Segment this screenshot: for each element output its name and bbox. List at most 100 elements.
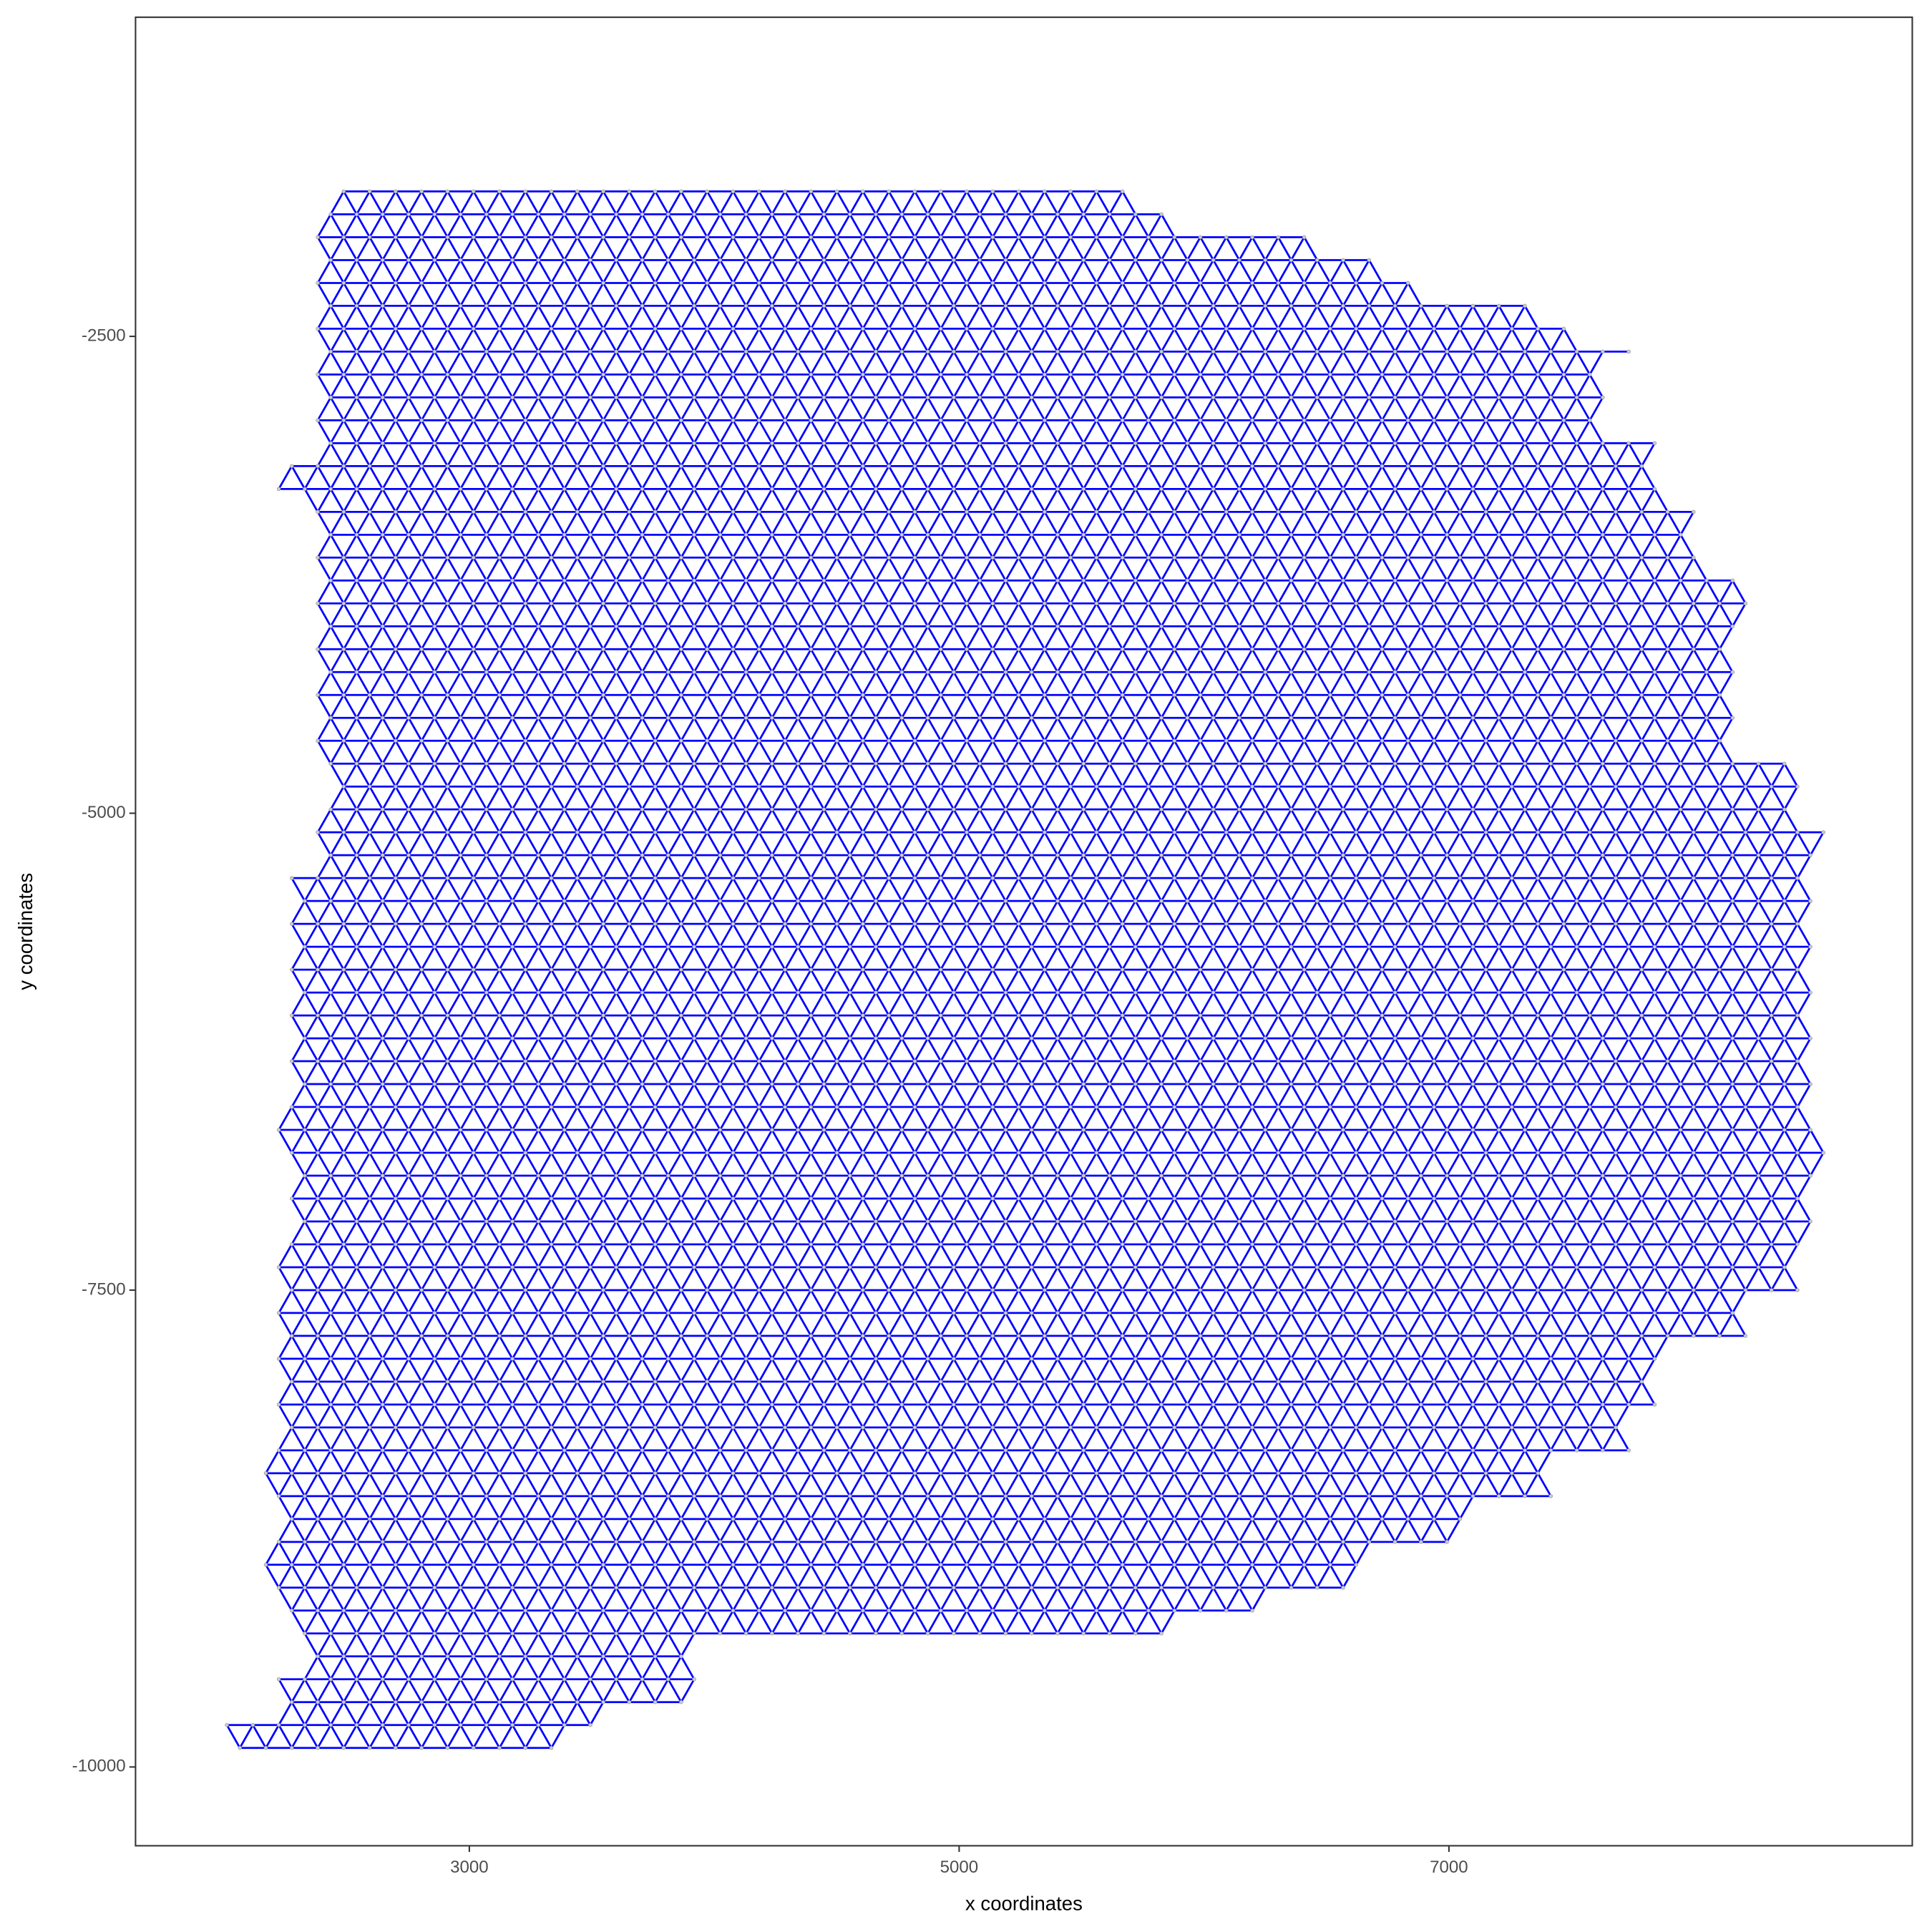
edge: [1121, 396, 1137, 421]
edge: [1523, 488, 1539, 513]
edge: [1277, 396, 1292, 421]
edge: [1433, 465, 1448, 490]
edge: [874, 396, 890, 421]
edge: [1160, 396, 1176, 421]
edge: [343, 259, 358, 284]
edge: [874, 213, 890, 238]
edge: [1238, 259, 1254, 284]
edge: [511, 442, 527, 467]
edge: [901, 190, 916, 215]
edge: [576, 282, 592, 307]
edge: [745, 190, 760, 215]
edge: [978, 213, 994, 238]
edge: [784, 374, 799, 399]
edge: [887, 351, 903, 376]
edge: [914, 374, 929, 399]
edge: [1251, 328, 1267, 353]
edge: [1018, 328, 1033, 353]
edge: [1472, 305, 1487, 330]
edge: [459, 442, 474, 467]
edge: [654, 465, 670, 490]
edge: [1212, 442, 1228, 467]
edge: [784, 259, 799, 284]
edge: [732, 442, 747, 467]
edge: [563, 419, 579, 444]
edge: [836, 465, 851, 490]
edge: [329, 259, 345, 284]
edge: [797, 213, 812, 238]
edge: [978, 190, 994, 215]
edge: [1523, 328, 1539, 353]
edge: [1407, 442, 1423, 467]
edge: [1355, 305, 1370, 330]
edge: [940, 351, 955, 376]
edge: [1316, 374, 1332, 399]
edge: [1121, 328, 1137, 353]
edge: [407, 488, 423, 513]
edge: [1303, 419, 1318, 444]
edge: [1420, 305, 1435, 330]
edge: [381, 488, 397, 513]
edge: [447, 419, 462, 444]
edge: [343, 419, 358, 444]
edge: [615, 488, 630, 513]
edge: [823, 259, 838, 284]
edge: [1368, 374, 1383, 399]
edge: [1199, 259, 1214, 284]
edge: [615, 190, 630, 215]
edge: [927, 282, 942, 307]
edge: [771, 374, 786, 399]
edge: [927, 213, 942, 238]
edge: [693, 213, 708, 238]
edge: [485, 396, 501, 421]
edge: [291, 465, 306, 490]
edge: [862, 282, 877, 307]
edge: [1368, 328, 1383, 353]
edge: [914, 328, 929, 353]
edge: [1394, 488, 1409, 513]
edge: [849, 419, 864, 444]
edge: [1083, 236, 1098, 261]
edge: [278, 465, 293, 490]
edge: [1485, 374, 1500, 399]
edge: [823, 282, 838, 307]
edge: [420, 374, 436, 399]
edge: [680, 374, 696, 399]
edge: [1264, 351, 1279, 376]
edge: [1627, 488, 1643, 513]
edge: [434, 328, 449, 353]
edge: [693, 442, 708, 467]
edge: [1096, 213, 1111, 238]
edge: [1069, 442, 1085, 467]
edge: [1030, 465, 1046, 490]
edge: [628, 328, 643, 353]
edge: [901, 328, 916, 353]
edge: [978, 442, 994, 467]
edge: [589, 259, 605, 284]
edge: [537, 396, 552, 421]
edge: [369, 259, 384, 284]
edge: [1212, 396, 1228, 421]
edge: [369, 396, 384, 421]
edge: [810, 282, 825, 307]
edge: [459, 419, 474, 444]
edge: [862, 305, 877, 330]
edge: [550, 236, 565, 261]
edge: [732, 465, 747, 490]
edge: [356, 213, 371, 238]
edge: [1303, 236, 1318, 261]
edge: [356, 190, 371, 215]
edge: [914, 442, 929, 467]
edge: [1147, 259, 1163, 284]
edge: [680, 419, 696, 444]
edge: [927, 305, 942, 330]
edge: [667, 259, 683, 284]
edge: [589, 442, 605, 467]
edge: [381, 374, 397, 399]
edge: [1069, 328, 1085, 353]
edge: [1303, 465, 1318, 490]
edge: [498, 259, 514, 284]
edge: [732, 305, 747, 330]
edge: [394, 213, 410, 238]
